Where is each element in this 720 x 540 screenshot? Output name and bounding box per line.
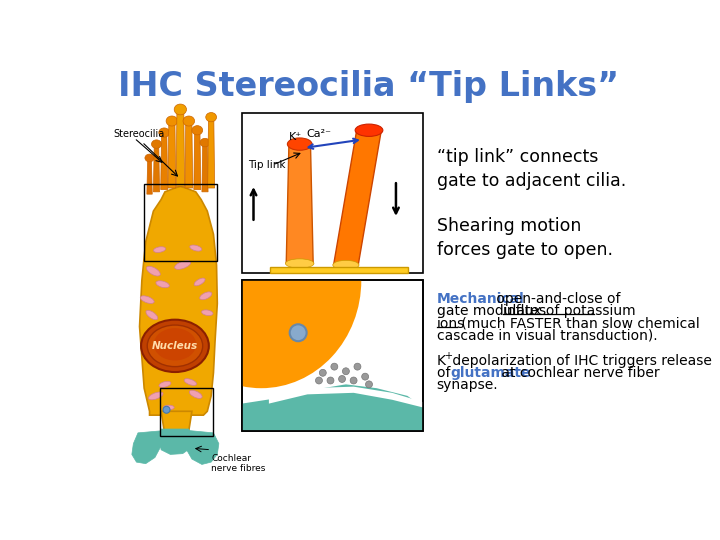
Polygon shape [147, 161, 152, 194]
Text: open-and-close of: open-and-close of [492, 292, 621, 306]
Ellipse shape [194, 278, 205, 286]
Ellipse shape [202, 310, 213, 315]
Ellipse shape [327, 377, 334, 384]
Ellipse shape [163, 405, 174, 410]
Bar [144, 184, 217, 261]
Text: Ca²⁻: Ca²⁻ [307, 129, 331, 139]
Polygon shape [242, 384, 423, 430]
Bar [242, 280, 423, 430]
Ellipse shape [156, 281, 169, 288]
Ellipse shape [145, 154, 154, 162]
Polygon shape [168, 124, 176, 188]
Ellipse shape [343, 368, 349, 375]
Ellipse shape [153, 247, 166, 253]
Ellipse shape [141, 320, 209, 372]
Polygon shape [269, 387, 423, 408]
Ellipse shape [289, 325, 307, 341]
Ellipse shape [154, 328, 196, 361]
Ellipse shape [183, 116, 194, 126]
Ellipse shape [320, 369, 326, 376]
Ellipse shape [151, 140, 161, 149]
Ellipse shape [350, 377, 357, 384]
Text: “tip link” connects
gate to adjacent cilia.: “tip link” connects gate to adjacent cil… [437, 148, 626, 190]
Ellipse shape [146, 266, 161, 276]
Ellipse shape [166, 116, 178, 126]
Ellipse shape [361, 373, 369, 380]
Polygon shape [194, 133, 201, 190]
Text: at cochlear nerve fiber: at cochlear nerve fiber [497, 366, 660, 380]
Ellipse shape [140, 296, 154, 303]
Ellipse shape [200, 138, 210, 147]
Polygon shape [176, 112, 184, 186]
Ellipse shape [175, 261, 191, 269]
Polygon shape [333, 130, 382, 265]
Text: of: of [437, 366, 454, 380]
Text: synapse.: synapse. [437, 378, 498, 392]
Text: Shearing motion
forces gate to open.: Shearing motion forces gate to open. [437, 217, 613, 259]
Ellipse shape [366, 381, 372, 388]
Text: glutamate: glutamate [451, 366, 531, 380]
Ellipse shape [285, 259, 314, 268]
Ellipse shape [174, 104, 186, 115]
Ellipse shape [147, 325, 203, 367]
Polygon shape [161, 136, 168, 190]
Ellipse shape [331, 363, 338, 370]
Text: cascade in visual transduction).: cascade in visual transduction). [437, 329, 657, 343]
Text: Cochlear
nerve fibres: Cochlear nerve fibres [211, 454, 266, 473]
Bar [160, 388, 213, 436]
Bar [242, 280, 423, 430]
Ellipse shape [206, 112, 217, 122]
Text: K: K [437, 354, 446, 368]
Text: influx of potassium: influx of potassium [503, 304, 636, 318]
Ellipse shape [159, 128, 170, 137]
Text: (much FASTER than slow chemical: (much FASTER than slow chemical [456, 316, 700, 330]
Text: Tip link: Tip link [248, 160, 286, 170]
Polygon shape [132, 430, 164, 464]
Bar [242, 112, 423, 273]
Ellipse shape [355, 124, 383, 137]
Ellipse shape [189, 390, 202, 399]
Ellipse shape [148, 392, 163, 400]
Ellipse shape [161, 173, 361, 388]
Polygon shape [185, 124, 193, 188]
Text: ions: ions [437, 316, 465, 330]
Text: Nucleus: Nucleus [152, 341, 198, 351]
Polygon shape [207, 120, 215, 188]
Polygon shape [202, 146, 208, 192]
Ellipse shape [338, 375, 346, 382]
Ellipse shape [146, 310, 158, 320]
Ellipse shape [190, 245, 202, 251]
Ellipse shape [315, 377, 323, 384]
Ellipse shape [184, 379, 197, 386]
Ellipse shape [287, 138, 312, 150]
Ellipse shape [354, 363, 361, 370]
Polygon shape [153, 147, 160, 192]
Text: Mechanical: Mechanical [437, 292, 524, 306]
Text: K⁺: K⁺ [289, 132, 302, 142]
Text: IHC Stereocilia “Tip Links”: IHC Stereocilia “Tip Links” [118, 70, 620, 103]
Text: Stereocilia: Stereocilia [113, 129, 165, 139]
Ellipse shape [192, 126, 203, 135]
Polygon shape [140, 186, 217, 415]
Polygon shape [287, 144, 313, 264]
Polygon shape [186, 430, 219, 464]
Text: depolarization of IHC triggers release: depolarization of IHC triggers release [448, 354, 711, 368]
Text: gate modulates: gate modulates [437, 304, 550, 318]
Ellipse shape [333, 260, 359, 269]
Ellipse shape [163, 406, 170, 413]
Polygon shape [161, 411, 192, 430]
Text: +: + [444, 351, 451, 361]
Polygon shape [160, 429, 192, 455]
Ellipse shape [159, 381, 171, 387]
Ellipse shape [199, 292, 212, 300]
Bar [271, 267, 408, 273]
